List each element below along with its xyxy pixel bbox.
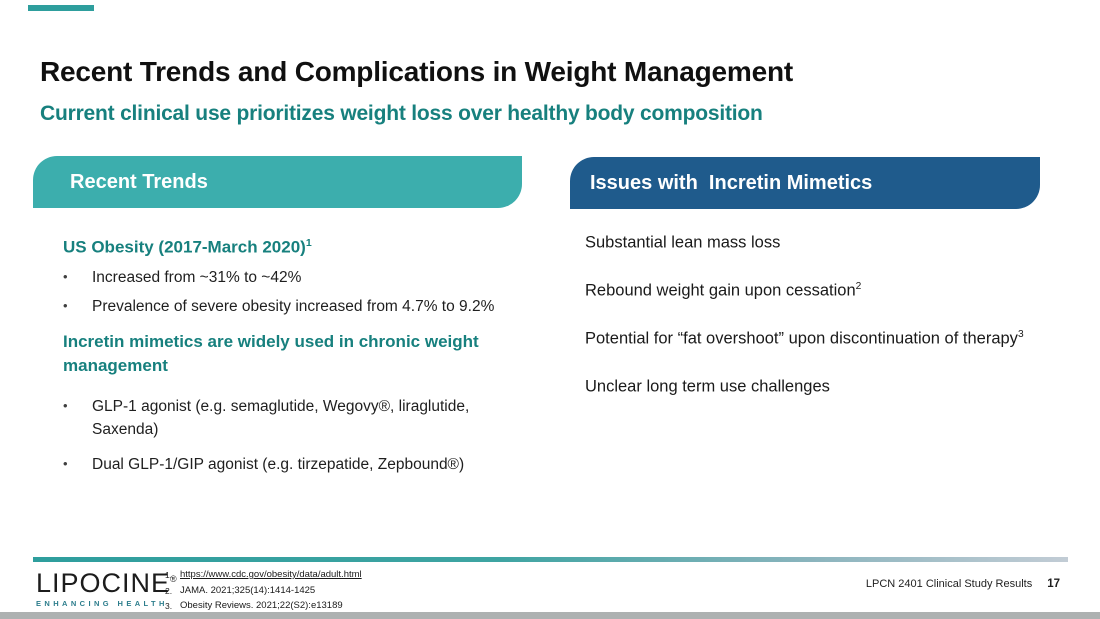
issue-text: Substantial lean mass loss <box>585 233 781 252</box>
list-item: • Increased from ~31% to ~42% <box>63 266 533 289</box>
footnote-text: Obesity Reviews. 2021;22(S2):e13189 <box>180 600 343 611</box>
footnote-ref-2: 2 <box>855 281 862 292</box>
footnote-number: 2. <box>165 585 173 596</box>
issue-item: Rebound weight gain upon cessation2 <box>585 276 1075 302</box>
lipocine-tagline: ENHANCING HEALTH <box>36 599 168 608</box>
footnote-text: JAMA. 2021;325(14):1414-1425 <box>180 584 316 596</box>
bullet-dot-icon: • <box>63 269 68 284</box>
footer-gradient-rule <box>33 557 1068 562</box>
slide-footer-id: LPCN 2401 Clinical Study Results 17 <box>866 578 1060 590</box>
footnote-1: 1. https://www.cdc.gov/obesity/data/adul… <box>165 569 362 580</box>
bullet-text: Prevalence of severe obesity increased f… <box>92 298 495 315</box>
left-heading-us-obesity: US Obesity (2017-March 2020)1 <box>63 231 533 260</box>
footnote-ref-3: 3 <box>1017 329 1024 340</box>
footnote-ref-1: 1 <box>305 237 312 249</box>
left-panel-header: Recent Trends <box>33 156 522 208</box>
footnote-number: 1. <box>165 570 173 580</box>
bottom-bar <box>0 612 1100 619</box>
bullet-text: Dual GLP-1/GIP agonist (e.g. tirzepatide… <box>92 456 465 473</box>
issue-item: Unclear long term use challenges <box>585 372 1075 398</box>
issue-text: Potential for “fat overshoot” upon disco… <box>585 329 1018 348</box>
registered-mark-icon: ® <box>170 574 178 584</box>
list-item: • GLP-1 agonist (e.g. semaglutide, Wegov… <box>63 395 513 441</box>
footnote-2: 2. JAMA. 2021;325(14):1414-1425 <box>165 585 362 596</box>
list-item: • Dual GLP-1/GIP agonist (e.g. tirzepati… <box>63 453 533 476</box>
footnote-3: 3. Obesity Reviews. 2021;22(S2):e13189 <box>165 600 362 611</box>
left-panel-header-label: Recent Trends <box>70 170 208 193</box>
slide-subtitle: Current clinical use prioritizes weight … <box>40 102 763 125</box>
slide-title: Recent Trends and Complications in Weigh… <box>40 56 793 87</box>
right-panel-header: Issues with Incretin Mimetics <box>570 157 1040 209</box>
lipocine-logo: LIPOCINE® ENHANCING HEALTH <box>36 565 178 608</box>
bullet-text: Increased from ~31% to ~42% <box>92 269 302 286</box>
issue-text: Unclear long term use challenges <box>585 377 830 396</box>
bullet-dot-icon: • <box>63 398 68 413</box>
cdc-obesity-link[interactable]: https://www.cdc.gov/obesity/data/adult.h… <box>180 569 362 580</box>
footnotes: 1. https://www.cdc.gov/obesity/data/adul… <box>165 569 362 616</box>
right-panel-header-label: Issues with Incretin Mimetics <box>590 171 873 194</box>
left-heading-us-obesity-text: US Obesity (2017-March 2020) <box>63 237 306 257</box>
accent-dash <box>28 5 94 11</box>
page-number: 17 <box>1047 578 1060 590</box>
left-heading-incretin: Incretin mimetics are widely used in chr… <box>63 332 479 375</box>
issue-text: Rebound weight gain upon cessation <box>585 281 856 300</box>
lipocine-logo-text: LIPOCINE® <box>36 565 178 597</box>
deck-title: LPCN 2401 Clinical Study Results <box>865 578 1033 590</box>
bullet-dot-icon: • <box>63 456 68 471</box>
issue-item: Substantial lean mass loss <box>585 228 1075 254</box>
bullet-dot-icon: • <box>63 298 68 313</box>
bullet-text: GLP-1 agonist (e.g. semaglutide, Wegovy®… <box>92 398 470 438</box>
list-item: • Prevalence of severe obesity increased… <box>63 295 533 318</box>
issue-item: Potential for “fat overshoot” upon disco… <box>585 324 1075 350</box>
lipocine-wordmark: LIPOCINE <box>36 568 171 598</box>
footnote-number: 3. <box>165 601 173 611</box>
